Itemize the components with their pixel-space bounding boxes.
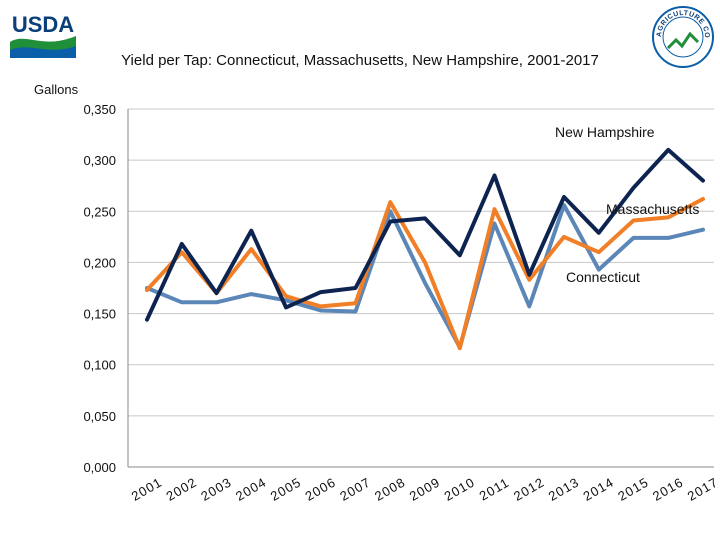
logo-text: USDA <box>12 12 74 37</box>
data-point <box>701 228 705 232</box>
data-point <box>284 305 288 309</box>
x-tick-label: 2009 <box>407 474 443 503</box>
x-tick-label: 2014 <box>580 474 616 503</box>
data-point <box>180 250 184 254</box>
y-tick-label: 0,250 <box>83 204 116 219</box>
agriculture-counts-seal: AGRICULTURE COUNTS <box>650 4 714 68</box>
y-tick-label: 0,150 <box>83 307 116 322</box>
data-point <box>597 250 601 254</box>
data-point <box>597 231 601 235</box>
data-point <box>701 197 705 201</box>
data-point <box>354 310 357 314</box>
data-point <box>493 173 496 177</box>
x-tick-label: 2004 <box>233 474 269 503</box>
data-point <box>423 216 427 220</box>
data-point <box>145 318 149 322</box>
header: USDA AGRICULTURE COUNTS Yield per Tap: C… <box>0 0 720 97</box>
seal-trend-icon <box>666 31 700 50</box>
data-point <box>632 186 635 190</box>
y-axis-label: Gallons <box>34 82 79 97</box>
series-label: Connecticut <box>566 269 640 285</box>
data-point <box>388 200 392 204</box>
x-tick-label: 2010 <box>441 474 477 503</box>
x-tick-label: 2011 <box>477 475 512 504</box>
data-point <box>458 346 462 350</box>
y-tick-label: 0,000 <box>83 460 116 475</box>
chart-title: Yield per Tap: Connecticut, Massachusett… <box>121 52 599 69</box>
data-point <box>354 286 357 290</box>
x-tick-label: 2016 <box>650 474 686 503</box>
x-tick-label: 2012 <box>511 474 547 503</box>
data-point <box>423 281 427 285</box>
x-tick-label: 2007 <box>337 474 373 503</box>
data-point <box>354 301 357 305</box>
data-point <box>632 236 635 240</box>
data-point <box>145 288 149 292</box>
data-point <box>215 291 218 295</box>
x-tick-label: 2006 <box>302 474 338 503</box>
x-tick-label: 2003 <box>198 474 234 503</box>
data-point <box>249 229 253 233</box>
data-point <box>423 260 427 264</box>
y-tick-label: 0,100 <box>83 358 116 373</box>
x-tick-label: 2013 <box>546 474 582 503</box>
data-point <box>562 235 566 239</box>
series-label: New Hampshire <box>555 124 655 140</box>
data-point <box>319 309 323 313</box>
data-point <box>527 304 531 308</box>
data-point <box>527 273 531 277</box>
series-label: Massachusetts <box>606 201 699 217</box>
x-tick-label: 2015 <box>615 474 651 503</box>
data-point <box>493 222 496 226</box>
data-point <box>249 292 253 296</box>
data-point <box>180 242 184 246</box>
data-point <box>388 220 392 224</box>
data-point <box>666 236 670 240</box>
data-point <box>458 253 462 257</box>
data-point <box>597 268 601 272</box>
data-point <box>215 300 218 304</box>
data-point <box>319 290 323 294</box>
data-point <box>180 300 184 304</box>
data-point <box>527 278 531 282</box>
data-point <box>562 203 566 207</box>
data-point <box>249 247 253 251</box>
usda-logo: USDA <box>10 12 76 58</box>
x-tick-label: 2005 <box>268 474 304 503</box>
data-point <box>701 179 705 183</box>
x-tick-label: 2008 <box>372 474 408 503</box>
data-point <box>493 207 496 211</box>
y-tick-label: 0,050 <box>83 409 116 424</box>
data-point <box>666 148 670 152</box>
y-tick-label: 0,350 <box>83 102 116 117</box>
x-tick-label: 2017 <box>685 474 720 503</box>
y-tick-label: 0,300 <box>83 153 116 168</box>
logo-wave-shape <box>10 46 76 58</box>
x-tick-label: 2001 <box>129 474 165 503</box>
data-point <box>562 195 566 199</box>
x-tick-label: 2002 <box>163 474 199 503</box>
data-point <box>319 304 323 308</box>
y-tick-label: 0,200 <box>83 255 116 270</box>
data-point <box>666 215 670 219</box>
data-point <box>284 294 288 298</box>
data-point <box>632 218 635 222</box>
